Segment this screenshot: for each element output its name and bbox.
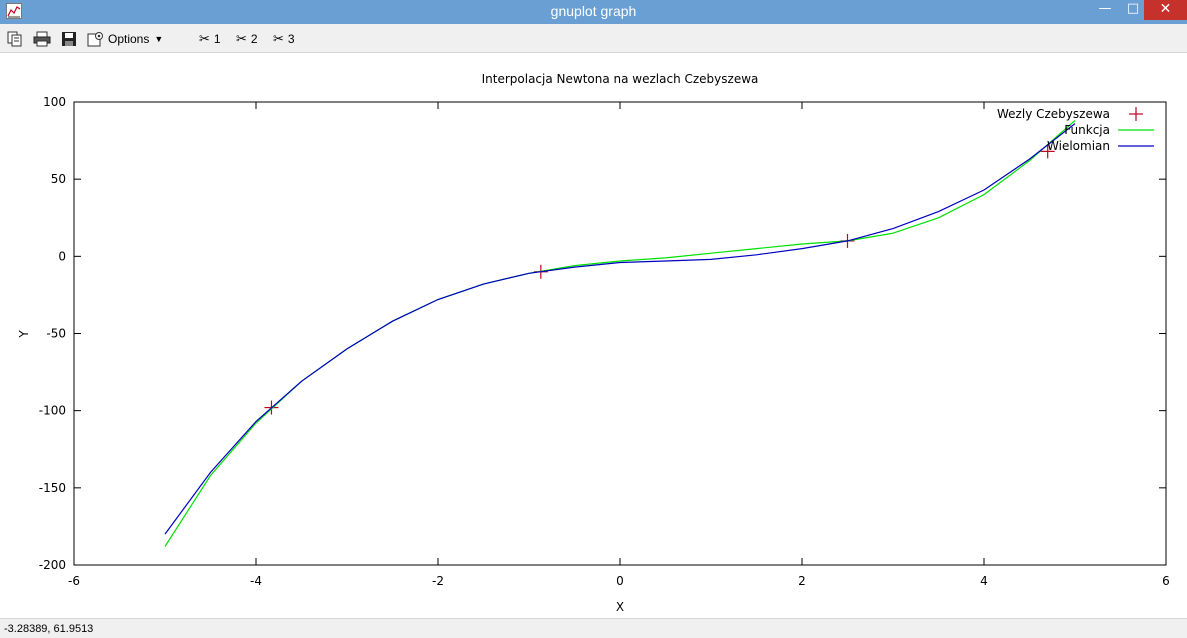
scissors-icon: ✂ bbox=[236, 31, 247, 46]
legend-label: Funkcja bbox=[1064, 123, 1110, 137]
minimize-button[interactable]: — bbox=[1098, 1, 1112, 16]
y-tick-label: 100 bbox=[43, 95, 66, 109]
chart-title: Interpolacja Newtona na wezlach Czebysze… bbox=[482, 72, 759, 86]
y-tick-label: -150 bbox=[39, 481, 66, 495]
x-tick-label: 6 bbox=[1162, 574, 1170, 588]
status-bar: -3.28389, 61.9513 bbox=[0, 618, 1187, 638]
y-tick-label: 50 bbox=[51, 172, 66, 186]
x-tick-label: 4 bbox=[980, 574, 988, 588]
print-icon[interactable] bbox=[33, 30, 51, 48]
x-tick-label: -6 bbox=[68, 574, 80, 588]
y-tick-label: -100 bbox=[39, 404, 66, 418]
y-tick-label: -50 bbox=[46, 327, 66, 341]
x-tick-label: 0 bbox=[616, 574, 624, 588]
scissors-icon: ✂ bbox=[273, 31, 284, 46]
toggle-plot-label: 2 bbox=[250, 32, 258, 46]
toolbar: Options ▼ ✂ 1 ✂ 2 ✂ 3 bbox=[0, 24, 1187, 53]
close-button[interactable]: ✕ bbox=[1144, 0, 1187, 20]
toggle-plot-label: 1 bbox=[213, 32, 221, 46]
y-tick-label: -200 bbox=[39, 558, 66, 572]
x-axis-label: X bbox=[616, 600, 624, 614]
scissors-icon: ✂ bbox=[199, 31, 210, 46]
plot-border bbox=[73, 101, 1167, 566]
toggle-plot-3-button[interactable]: ✂ 3 bbox=[273, 30, 295, 48]
save-icon[interactable] bbox=[61, 30, 77, 48]
legend-label: Wielomian bbox=[1047, 139, 1110, 153]
copy-icon[interactable] bbox=[7, 30, 23, 48]
x-tick-label: -2 bbox=[432, 574, 444, 588]
data-point-marker bbox=[1040, 144, 1055, 159]
toggle-plot-1-button[interactable]: ✂ 1 bbox=[199, 30, 221, 48]
chart: Interpolacja Newtona na wezlach Czebysze… bbox=[17, 72, 1170, 614]
maximize-button[interactable]: □ bbox=[1126, 1, 1140, 16]
options-label: Options bbox=[108, 32, 150, 46]
legend-label: Wezly Czebyszewa bbox=[997, 107, 1110, 121]
window-title: gnuplot graph bbox=[550, 3, 637, 19]
options-icon bbox=[87, 31, 105, 47]
title-bar: gnuplot graph — □ ✕ bbox=[0, 0, 1187, 24]
series-line-wielomian bbox=[164, 123, 1076, 535]
chevron-down-icon: ▼ bbox=[154, 34, 164, 44]
y-axis-label: Y bbox=[17, 330, 31, 339]
toggle-plot-label: 3 bbox=[287, 32, 295, 46]
x-tick-label: 2 bbox=[798, 574, 806, 588]
toggle-plot-2-button[interactable]: ✂ 2 bbox=[236, 30, 258, 48]
options-menu-button[interactable]: Options ▼ bbox=[87, 30, 163, 48]
plot-canvas[interactable]: Interpolacja Newtona na wezlach Czebysze… bbox=[0, 53, 1187, 618]
y-tick-label: 0 bbox=[58, 249, 66, 263]
gnuplot-app-icon[interactable] bbox=[6, 3, 22, 19]
x-tick-label: -4 bbox=[250, 574, 262, 588]
series-line-funkcja bbox=[164, 120, 1076, 547]
cursor-coordinates: -3.28389, 61.9513 bbox=[4, 623, 94, 635]
